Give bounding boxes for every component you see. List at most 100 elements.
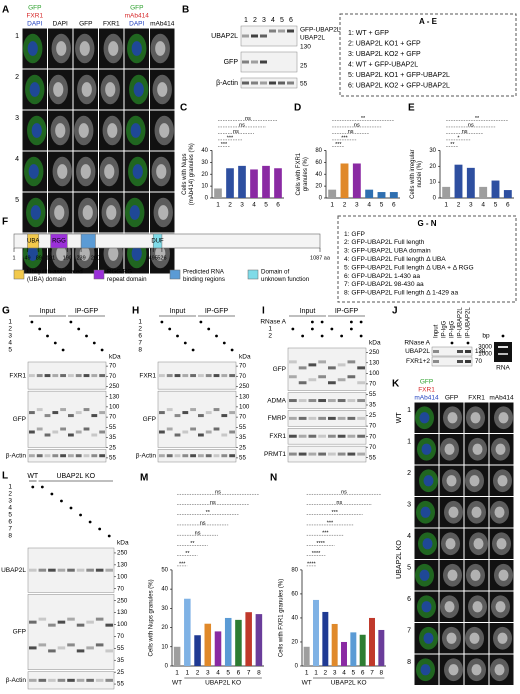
lane-label: 7	[8, 526, 12, 533]
row-label: 7	[407, 627, 411, 634]
band	[29, 568, 37, 572]
column-header: GFP	[130, 5, 143, 12]
kda-label: 130	[117, 609, 128, 616]
condition-label: RNase A	[404, 340, 430, 347]
y-tick-label: 10	[161, 644, 168, 650]
band	[328, 452, 336, 456]
lane-label: 2	[8, 491, 12, 498]
group-label: Input	[300, 308, 316, 315]
nucleus	[419, 569, 430, 581]
band	[289, 360, 297, 364]
lane-label: 2	[253, 17, 257, 24]
nucleus	[472, 601, 483, 613]
kda-unit: kDa	[369, 340, 381, 347]
row-label: FXR1	[269, 433, 286, 440]
x-tick-label: 5	[226, 670, 230, 677]
legend-item: (UBA) domain	[27, 276, 66, 283]
band	[205, 374, 212, 378]
bar	[466, 167, 475, 198]
legend-swatch	[13, 269, 25, 280]
kda-label: 70	[117, 585, 124, 592]
band	[298, 381, 307, 385]
y-tick-label: 30	[201, 160, 208, 166]
lane-dot	[61, 348, 65, 352]
significance-label: **	[450, 142, 455, 148]
significance-label: ***	[331, 510, 338, 516]
group-label: UBAP2L KO	[205, 680, 241, 687]
row-label: FXR1+2	[406, 358, 430, 365]
panel-letter: E	[408, 103, 415, 114]
band	[83, 408, 90, 412]
y-tick-label: 40	[201, 148, 208, 154]
kda-label: 130	[239, 393, 250, 400]
band	[198, 433, 204, 437]
lane-dot	[222, 341, 226, 345]
lane-label: 1	[138, 319, 142, 326]
band	[205, 430, 212, 434]
group-label: WT	[396, 412, 403, 424]
lane-dot	[301, 334, 305, 338]
kda-label: 55	[300, 81, 308, 88]
nucleus	[444, 601, 455, 613]
lane-label: 6	[138, 333, 142, 340]
nucleus	[56, 41, 67, 56]
column-header: mAb414	[414, 395, 439, 402]
legend-title: A - E	[419, 17, 438, 26]
lane-dot	[60, 499, 63, 503]
legend-item: RGG/RG	[107, 269, 132, 276]
column-header: DAPI	[27, 21, 42, 28]
band	[182, 411, 189, 415]
band	[242, 60, 249, 64]
lane-label: 1	[8, 484, 12, 491]
y-tick-label: 0	[295, 664, 299, 670]
band	[75, 374, 82, 378]
band	[48, 568, 56, 572]
blot	[287, 392, 367, 409]
column-header: GFP	[420, 379, 433, 386]
nucleus	[446, 632, 457, 644]
tick-label: 495	[149, 255, 158, 261]
band	[242, 34, 249, 38]
kda-label: 130	[300, 44, 311, 51]
y-tick-label: 20	[201, 172, 208, 178]
significance-label: ****	[307, 561, 316, 567]
legend-item: 5: UBAP2L KO1 + GFP-UBAP2L	[348, 72, 450, 79]
kda-label: 100	[117, 621, 128, 628]
x-tick-label: 6	[361, 670, 365, 677]
band	[36, 374, 43, 378]
x-tick-label: 7	[247, 670, 251, 677]
nucleus	[106, 205, 117, 220]
band	[221, 414, 228, 418]
band	[433, 360, 439, 363]
band	[198, 454, 204, 458]
band	[347, 375, 356, 379]
lane-label: 5	[280, 17, 284, 24]
band	[95, 643, 104, 647]
blot	[240, 25, 298, 47]
nucleus	[159, 123, 170, 138]
y-tick-label: 60	[291, 592, 298, 598]
nucleus	[422, 538, 433, 550]
significance-label: ns	[354, 122, 360, 128]
bar	[194, 635, 201, 666]
x-tick-label: 4	[252, 202, 256, 209]
x-tick-label: 2	[457, 202, 461, 209]
bar	[503, 190, 512, 198]
band	[213, 454, 220, 458]
legend-title: G - N	[417, 219, 436, 228]
blot	[27, 449, 107, 463]
gel-band	[498, 346, 508, 348]
nucleus	[129, 205, 140, 220]
y-axis-label: nuclei (%)	[417, 161, 423, 188]
row-label: 1	[407, 407, 411, 414]
nucleus	[105, 82, 116, 97]
y-axis-label: Cells with FXR1	[296, 152, 302, 195]
nucleus	[30, 205, 41, 220]
nucleus	[79, 246, 90, 261]
nucleus	[445, 538, 456, 550]
band	[57, 620, 66, 624]
kda-label: 100	[239, 404, 250, 411]
band	[75, 430, 82, 434]
legend-item: 1: WT + GFP	[348, 30, 389, 37]
